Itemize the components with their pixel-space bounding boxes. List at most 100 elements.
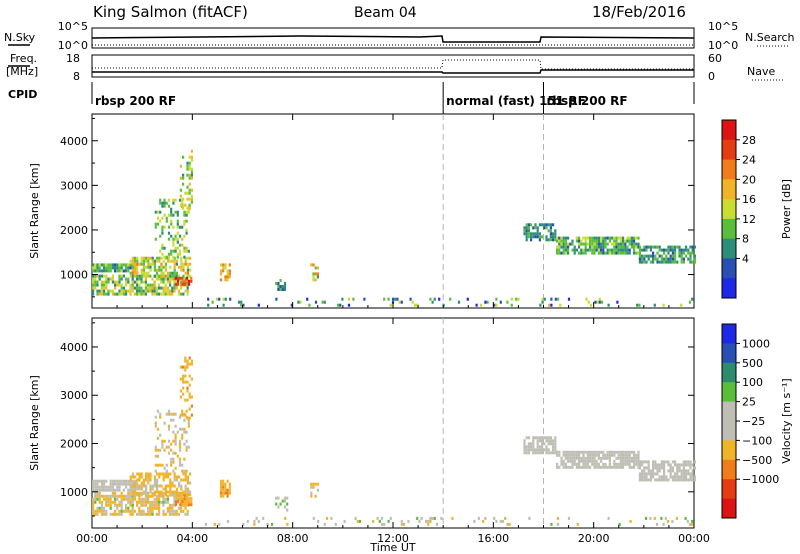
echo-cell — [283, 282, 287, 285]
echo-cell — [595, 248, 598, 252]
echo-cell — [184, 277, 187, 281]
echo-cell — [438, 297, 441, 301]
echo-cell — [156, 222, 160, 226]
echo-cell — [172, 240, 175, 244]
nsearch-label: N.Search — [745, 31, 795, 44]
echo-cell — [107, 266, 110, 270]
echo-cell — [188, 155, 191, 159]
echo-cell — [127, 269, 130, 273]
echo-cell — [219, 485, 223, 489]
echo-cell — [584, 462, 587, 466]
echo-cell — [187, 424, 190, 428]
echo-cell — [630, 236, 633, 240]
echo-cell — [171, 493, 174, 497]
echo-cell — [165, 201, 168, 205]
echo-cell — [559, 303, 562, 307]
echo-cell — [186, 512, 189, 516]
echo-cell — [314, 482, 317, 486]
echo-cell — [131, 490, 134, 494]
echo-cell — [149, 478, 152, 482]
echo-cell — [575, 465, 578, 469]
echo-cell — [125, 506, 128, 510]
echo-cell — [187, 418, 190, 422]
echo-cell — [545, 436, 548, 440]
echo-cell — [125, 277, 128, 281]
echo-cell — [429, 297, 432, 301]
echo-cell — [116, 482, 119, 486]
beam-title: Beam 04 — [354, 5, 417, 21]
echo-cell — [156, 448, 160, 452]
echo-cell — [593, 456, 596, 460]
echo-cell — [578, 459, 581, 463]
echo-cell — [383, 522, 386, 526]
echo-cell — [138, 506, 141, 510]
echo-cell — [562, 236, 565, 240]
echo-cell — [116, 494, 119, 498]
echo-cell — [680, 254, 683, 258]
echo-cell — [133, 280, 136, 284]
echo-cell — [622, 465, 625, 469]
echo-cell — [611, 450, 614, 454]
y-tick-label: 4000 — [60, 341, 88, 354]
echo-cell — [163, 448, 166, 452]
echo-cell — [608, 456, 611, 460]
echo-cell — [602, 450, 605, 454]
echo-cell — [517, 297, 520, 301]
echo-cell — [188, 503, 191, 507]
echo-cell — [552, 235, 555, 239]
echo-cell — [619, 459, 622, 463]
echo-cell — [158, 512, 161, 516]
echo-cell — [182, 386, 185, 390]
echo-cell — [144, 280, 147, 284]
echo-cell — [680, 303, 683, 307]
echo-cell — [556, 462, 559, 466]
echo-cell — [147, 506, 150, 510]
echo-cell — [161, 442, 164, 446]
echo-cell — [626, 453, 629, 457]
echo-cell — [641, 260, 644, 264]
echo-cell — [607, 516, 610, 520]
echo-cell — [142, 292, 145, 296]
echo-cell — [116, 269, 119, 273]
echo-cell — [597, 236, 600, 240]
echo-cell — [539, 303, 542, 307]
echo-cell — [567, 251, 570, 255]
colorbar-tick-label: 100 — [742, 376, 763, 389]
echo-cell — [680, 472, 683, 476]
echo-cell — [180, 500, 183, 504]
echo-cell — [554, 445, 557, 449]
echo-cell — [573, 459, 576, 463]
echo-cell — [597, 242, 600, 246]
echo-cell — [174, 436, 177, 440]
echo-cell — [167, 427, 171, 431]
echo-cell — [147, 265, 150, 269]
echo-cell — [158, 506, 161, 510]
echo-cell — [186, 268, 189, 272]
echo-cell — [185, 430, 188, 434]
echo-cell — [286, 522, 289, 526]
echo-cell — [151, 503, 154, 507]
echo-cell — [149, 490, 152, 494]
echo-cell — [176, 252, 179, 256]
echo-cell — [552, 448, 555, 452]
echo-cell — [617, 245, 620, 249]
echo-cell — [136, 500, 139, 504]
echo-cell — [682, 460, 685, 464]
echo-cell — [96, 263, 99, 267]
echo-cell — [122, 497, 125, 501]
echo-cell — [188, 182, 191, 186]
echo-cell — [228, 263, 231, 267]
echo-cell — [140, 509, 143, 513]
echo-cell — [626, 236, 629, 240]
echo-cell — [174, 246, 177, 250]
echo-cell — [310, 263, 313, 267]
echo-cell — [96, 485, 99, 489]
echo-cell — [173, 289, 176, 293]
echo-cell — [182, 365, 185, 369]
echo-cell — [175, 274, 178, 278]
echo-cell — [184, 487, 187, 491]
colorbar-tick-label: 4 — [742, 252, 749, 265]
echo-cell — [628, 242, 631, 246]
echo-cell — [604, 251, 607, 255]
echo-cell — [630, 459, 633, 463]
